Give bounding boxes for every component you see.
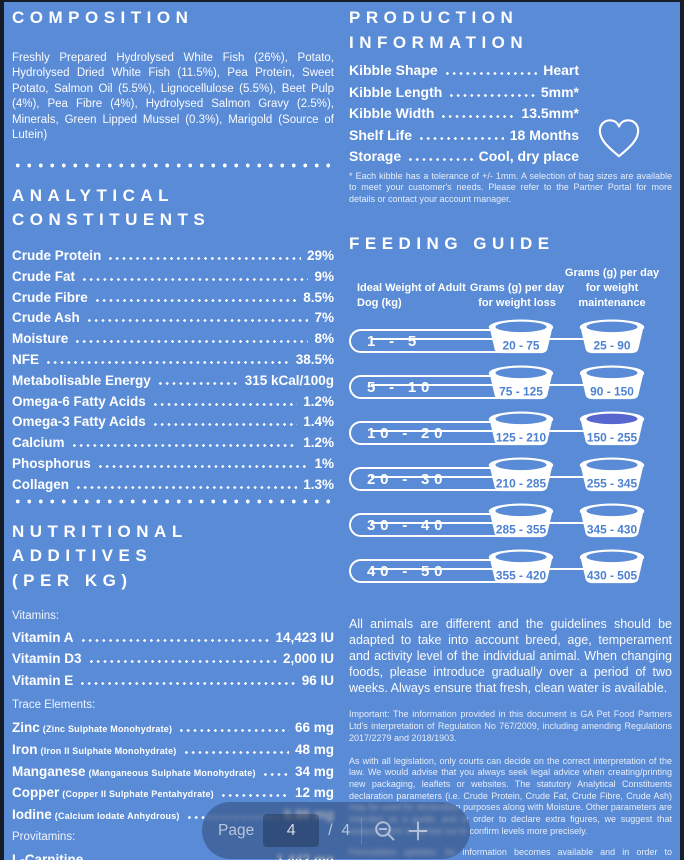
- kibble-footnote: * Each kibble has a tolerance of +/- 1mm…: [349, 170, 672, 205]
- dog-bowl-graphic: 355 - 420: [488, 549, 554, 584]
- svg-text:355 - 420: 355 - 420: [496, 569, 547, 583]
- table-row: Kibble Width 13.5mm*: [349, 105, 579, 122]
- vitamins-rows: Vitamin A 14,423 IU Vitamin D3 2,000 IU Vi…: [12, 630, 334, 689]
- table-row: Crude Protein 29%: [12, 248, 334, 264]
- table-row: Shelf Life 18 Months: [349, 126, 579, 143]
- feeding-note: All animals are different and the guidel…: [349, 617, 672, 696]
- dotted-divider: [12, 162, 334, 168]
- provitamins-heading: Provitamins:: [12, 831, 76, 844]
- feeding-guide-rows: 1 - 5 20 - 75 25 - 90 5 - 10 75 - 125 90…: [349, 318, 672, 594]
- svg-text:75 - 125: 75 - 125: [499, 385, 543, 399]
- svg-text:210 - 285: 210 - 285: [496, 477, 547, 491]
- column-header: Ideal Weight of Adult Dog (kg): [357, 281, 466, 309]
- table-row: Copper (Copper II Sulphate Pentahydrate) 1…: [12, 785, 334, 801]
- feeding-row: 30 - 40 285 - 355 345 - 430: [349, 502, 672, 548]
- feeding-guide-headers: Ideal Weight of Adult Dog (kg) Grams (g)…: [349, 266, 672, 312]
- svg-text:255 - 345: 255 - 345: [587, 477, 638, 491]
- datasheet-page: COMPOSITION Freshly Prepared Hydrolysed …: [4, 2, 680, 860]
- table-row: Crude Ash 7%: [12, 310, 334, 326]
- column-header: Grams (g) per day for weight maintenance: [564, 266, 660, 309]
- dog-bowl-graphic: 20 - 75: [488, 319, 554, 354]
- feeding-guide-title: FEEDING GUIDE: [349, 233, 555, 253]
- svg-text:285 - 355: 285 - 355: [496, 523, 547, 537]
- table-row: Iron (Iron II Sulphate Monohydrate) 48 mg: [12, 741, 334, 757]
- dog-bowl-graphic: 25 - 90: [579, 319, 645, 354]
- dog-bowl-graphic: 125 - 210: [488, 411, 554, 446]
- analytical-title: ANALYTICAL CONSTITUENTS: [12, 185, 211, 230]
- svg-text:345 - 430: 345 - 430: [587, 523, 638, 537]
- dog-bowl-graphic: 210 - 285: [488, 457, 554, 492]
- left-column: COMPOSITION Freshly Prepared Hydrolysed …: [12, 2, 334, 860]
- composition-body: Freshly Prepared Hydrolysed White Fish (…: [12, 51, 334, 142]
- dog-bowl-graphic: 285 - 355: [488, 503, 554, 538]
- table-row: Metabolisable Energy 315 kCal/100g: [12, 372, 334, 388]
- zoom-out-icon[interactable]: [373, 819, 397, 843]
- dog-bowl-graphic: 75 - 125: [488, 365, 554, 400]
- page-label: Page: [218, 821, 255, 839]
- analytical-rows: Crude Protein 29% Crude Fat 9% Crude Fibre…: [12, 248, 334, 492]
- dog-bowl-graphic-highlighted: 150 - 255: [579, 411, 645, 446]
- dog-bowl-graphic: 430 - 505: [579, 549, 645, 584]
- table-row: Vitamin D3 2,000 IU: [12, 651, 334, 667]
- table-row: Zinc (Zinc Sulphate Monohydrate) 66 mg: [12, 720, 334, 736]
- page-number-input[interactable]: [263, 814, 320, 847]
- table-row: Vitamin A 14,423 IU: [12, 629, 334, 645]
- dog-bowl-graphic: 255 - 345: [579, 457, 645, 492]
- dog-bowl-graphic: 90 - 150: [579, 365, 645, 400]
- table-row: Crude Fibre 8.5%: [12, 289, 334, 305]
- pdf-viewer-toolbar[interactable]: Page / 4: [202, 802, 470, 859]
- svg-text:125 - 210: 125 - 210: [496, 431, 547, 445]
- important-note: Important: The information provided in t…: [349, 709, 672, 743]
- svg-text:20 - 75: 20 - 75: [502, 339, 539, 353]
- table-row: Storage Cool, dry place: [349, 148, 579, 165]
- heart-icon: [595, 116, 643, 160]
- svg-text:150 - 255: 150 - 255: [587, 431, 638, 445]
- feeding-row: 40 - 50 355 - 420 430 - 505: [349, 548, 672, 594]
- table-row: Omega-6 Fatty Acids 1.2%: [12, 393, 334, 409]
- table-row: Omega-3 Fatty Acids 1.4%: [12, 414, 334, 430]
- table-row: Moisture 8%: [12, 331, 334, 347]
- feeding-row: 10 - 20 125 - 210 150 - 255: [349, 410, 672, 456]
- table-row: Collagen 1.3%: [12, 476, 334, 492]
- zoom-in-icon[interactable]: [406, 819, 430, 843]
- svg-text:430 - 505: 430 - 505: [587, 569, 638, 583]
- feeding-row: 5 - 10 75 - 125 90 - 150: [349, 364, 672, 410]
- right-column: PRODUCTION INFORMATION Kibble Shape Heart…: [349, 2, 672, 860]
- svg-text:90 - 150: 90 - 150: [590, 385, 634, 399]
- table-row: Calcium 1.2%: [12, 435, 334, 451]
- table-row: NFE 38.5%: [12, 352, 334, 367]
- dotted-divider: [12, 498, 334, 504]
- table-row: Kibble Shape Heart: [349, 62, 579, 79]
- dog-bowl-graphic: 345 - 430: [579, 503, 645, 538]
- table-row: Manganese (Manganeous Sulphate Monohydrat…: [12, 763, 334, 779]
- table-row: Vitamin E 96 IU: [12, 673, 334, 689]
- svg-text:25 - 90: 25 - 90: [593, 339, 630, 353]
- production-rows: Kibble Shape Heart Kibble Length 5mm* Kibb…: [349, 62, 672, 165]
- feeding-row: 1 - 5 20 - 75 25 - 90: [349, 318, 672, 364]
- production-title: PRODUCTION INFORMATION: [349, 8, 529, 52]
- total-pages: 4: [341, 821, 351, 839]
- additives-title: NUTRITIONAL ADDITIVES (PER KG): [12, 521, 188, 590]
- table-row: Phosphorus 1%: [12, 455, 334, 471]
- vitamins-heading: Vitamins:: [12, 609, 60, 622]
- composition-title: COMPOSITION: [12, 8, 194, 27]
- table-row: Kibble Length 5mm*: [349, 83, 579, 100]
- feeding-row: 20 - 30 210 - 285 255 - 345: [349, 456, 672, 502]
- trace-elements-heading: Trace Elements:: [12, 699, 96, 712]
- table-row: Crude Fat 9%: [12, 268, 334, 284]
- toolbar-divider: [361, 817, 363, 844]
- page-separator: /: [328, 821, 333, 839]
- column-header: Grams (g) per day for weight loss: [469, 281, 565, 309]
